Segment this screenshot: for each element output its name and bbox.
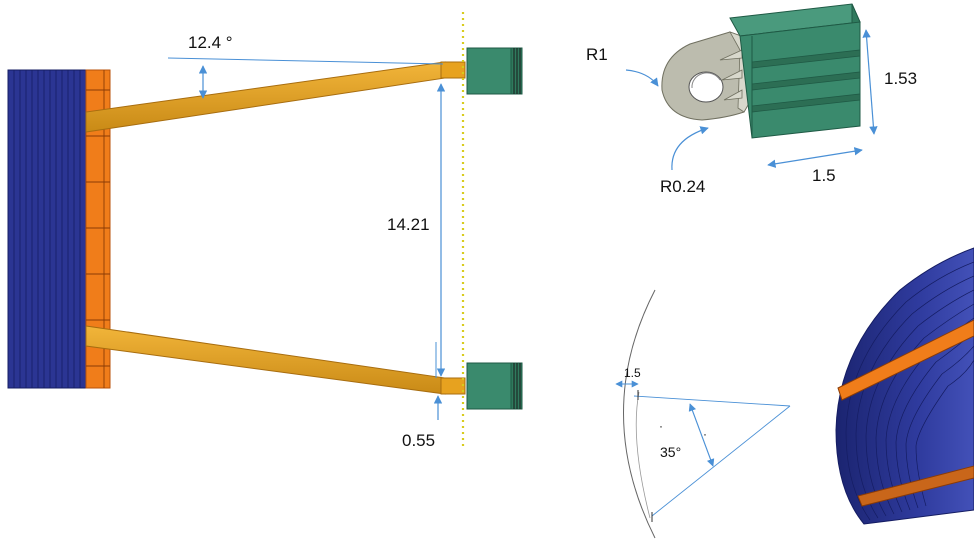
- length-label: 14.21: [387, 215, 430, 234]
- tick-mark: ·: [659, 419, 663, 433]
- outer-arc: [623, 289, 656, 539]
- arc-thickness-label: 1.5: [624, 366, 641, 380]
- radius-hole-label: R0.24: [660, 177, 705, 196]
- panel-lamination-lines: [13, 70, 81, 388]
- sector-angle-label: 35°: [660, 444, 681, 460]
- lower-fitting: [466, 362, 523, 410]
- offset-label: 0.55: [402, 431, 435, 450]
- lower-strut: [85, 325, 446, 395]
- upper-fitting: [466, 47, 523, 95]
- shell-stiffener-lower: [857, 465, 974, 507]
- upper-strut: [85, 61, 446, 133]
- fitting-iso-view: [661, 3, 861, 139]
- angle-label: 12.4 °: [188, 33, 233, 52]
- offset-dimension: 0.55: [402, 395, 443, 450]
- shell-stiffener-upper: [837, 319, 974, 401]
- width-label: 1.5: [812, 166, 836, 185]
- upper-strut-end: [440, 61, 466, 79]
- navy-panel: [7, 69, 87, 389]
- arc-section-view: 1.5 35° · ·: [615, 289, 791, 539]
- lower-strut-end: [440, 377, 466, 395]
- angle-dimension: 12.4 °: [167, 33, 444, 99]
- lug-hole: [688, 71, 724, 103]
- height-label: 1.53: [884, 69, 917, 88]
- curved-shell: [835, 247, 974, 525]
- length-dimension: 14.21: [387, 83, 446, 378]
- inner-arc: [635, 391, 651, 519]
- tick-mark-2: ·: [703, 427, 707, 441]
- curved-shell-view: [835, 247, 974, 525]
- radius-outer-label: R1: [586, 45, 608, 64]
- iso-dimensions: R1 R0.24 1.53 1.5: [586, 29, 917, 196]
